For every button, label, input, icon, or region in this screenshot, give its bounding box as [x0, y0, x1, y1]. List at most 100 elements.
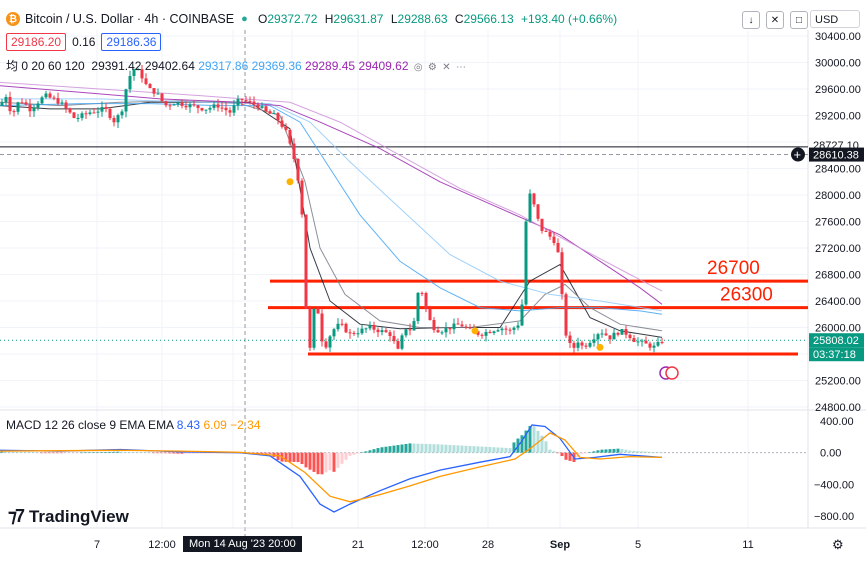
candle-body	[288, 129, 292, 144]
macd-histogram-bar	[116, 451, 120, 453]
maximize-icon[interactable]: □	[790, 11, 808, 29]
macd-tick-label: −800.00	[814, 511, 854, 523]
close-icon[interactable]: ✕	[766, 11, 784, 29]
last-price-tag: 25808.02	[813, 335, 859, 347]
candle-body	[364, 328, 368, 330]
candle-body	[660, 342, 664, 344]
sell-button[interactable]: 29186.20	[6, 33, 67, 51]
macd-histogram-bar	[320, 452, 324, 475]
candle-body	[572, 343, 576, 348]
candle-body	[52, 97, 56, 99]
macd-histogram-bar	[548, 449, 552, 453]
crosshair-time-label: Mon 14 Aug '23 20:00	[183, 536, 302, 552]
time-axis[interactable]: 7 12:00 21 12:00 28 Sep 5 11	[0, 527, 866, 551]
event-marker	[286, 178, 294, 186]
candle-body	[504, 328, 508, 330]
macd-histogram-bar	[368, 450, 372, 453]
macd-legend[interactable]: MACD 12 26 close 9 EMA EMA 8.43 6.09 −2.…	[6, 418, 261, 432]
candle-body	[376, 329, 380, 333]
symbol-title[interactable]: ₿ Bitcoin / U.S. Dollar · 4h · COINBASE …	[6, 12, 248, 26]
macd-histogram-bar	[528, 425, 532, 453]
candle-body	[304, 214, 308, 309]
price-axis[interactable]: 30400.0030000.0029600.0029200.0028800.00…	[791, 31, 864, 523]
macd-histogram-bar	[512, 442, 516, 453]
candle-body	[224, 107, 228, 111]
crosshair-price-tag: 28610.38	[813, 150, 859, 162]
macd-histogram-bar	[540, 435, 544, 453]
crosshair-price-tag-bg	[809, 147, 864, 162]
plus-icon: +	[794, 147, 802, 162]
candle-body	[20, 102, 24, 104]
macd-histogram-bar	[484, 446, 488, 453]
macd-histogram-bar	[76, 452, 80, 454]
candle-body	[132, 69, 136, 76]
macd-histogram-bar	[212, 452, 216, 454]
macd-histogram-bar	[120, 451, 124, 453]
settings-gear-icon[interactable]: ⚙	[832, 537, 844, 552]
macd-histogram-bar	[172, 452, 176, 454]
candle-body	[608, 335, 612, 340]
symbol-title-text: Bitcoin / U.S. Dollar · 4h · COINBASE	[25, 12, 235, 26]
down-arrow-icon[interactable]: ↓	[742, 11, 760, 29]
macd-histogram-bar	[596, 450, 600, 453]
macd-histogram-bar	[448, 444, 452, 453]
macd-histogram-bar	[372, 449, 376, 453]
macd-histogram-bar	[36, 452, 40, 454]
macd-histogram-bar	[156, 452, 160, 454]
candle-body	[84, 113, 88, 115]
macd-histogram-bar	[420, 443, 424, 453]
macd-tick-label: 400.00	[820, 416, 854, 428]
buy-button[interactable]: 29186.36	[101, 33, 162, 51]
candle-body	[128, 75, 132, 90]
settings-icon[interactable]: ⚙	[427, 62, 437, 73]
macd-histogram-bar	[144, 452, 148, 454]
macd-histogram-bar	[196, 452, 200, 454]
price-tick-label: 28400.00	[815, 164, 861, 176]
macd-histogram-bar	[40, 452, 44, 454]
candle-body	[512, 327, 516, 330]
macd-histogram-bar	[176, 452, 180, 454]
candle-body	[316, 308, 320, 314]
tradingview-logo[interactable]: ⁊7 TradingView	[8, 506, 129, 526]
macd-histogram-bar	[28, 452, 32, 453]
macd-histogram-bar	[328, 452, 332, 471]
price-tick-label: 25200.00	[815, 376, 861, 388]
macd-histogram-bar	[628, 450, 632, 453]
macd-histogram-bar	[404, 443, 408, 453]
candle-body	[460, 324, 464, 327]
macd-histogram-bar	[508, 448, 512, 453]
candle-body	[100, 107, 104, 112]
moving-averages	[0, 81, 663, 338]
delete-icon[interactable]: ✕	[442, 62, 451, 73]
macd-histogram-bar	[200, 452, 204, 454]
candle-body	[616, 332, 620, 335]
candle-body	[36, 103, 40, 108]
candle-body	[644, 340, 648, 344]
macd-histogram-bar	[424, 443, 428, 453]
macd-histogram-bar	[356, 452, 360, 454]
candle-body	[632, 338, 636, 342]
eye-icon[interactable]: ◎	[413, 62, 423, 73]
candle-body	[656, 342, 660, 346]
moving-average-line	[0, 98, 663, 312]
ma-legend[interactable]: 均 0 20 60 120 29391.42 29402.64 29317.86…	[6, 59, 466, 73]
macd-histogram-bar	[412, 443, 416, 453]
candle-body	[488, 331, 492, 333]
candle-body	[496, 330, 500, 332]
macd-histogram-bar	[292, 452, 296, 462]
candle-body	[356, 333, 360, 335]
candle-body	[432, 320, 436, 331]
more-icon[interactable]: ⋯	[455, 62, 466, 73]
candle-body	[156, 93, 160, 95]
macd-histogram-bar	[604, 449, 608, 453]
macd-histogram-bar	[256, 452, 260, 454]
macd-histogram-bar	[344, 452, 348, 460]
macd-histogram-bar	[440, 444, 444, 453]
currency-select[interactable]: USD	[810, 10, 860, 28]
macd-histogram-bar	[464, 445, 468, 453]
candle-body	[200, 108, 204, 111]
macd-histogram-bar	[384, 446, 388, 453]
macd-histogram-bar	[524, 430, 528, 453]
candle-body	[476, 331, 480, 335]
